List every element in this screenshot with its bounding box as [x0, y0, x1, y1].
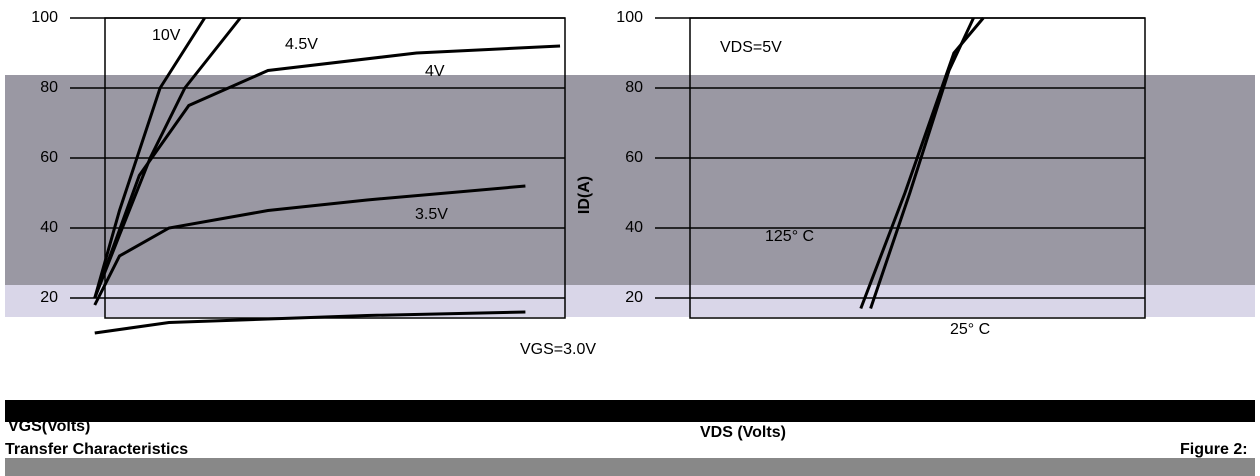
curve-label: 4V	[425, 63, 445, 80]
y-tick-label: 80	[40, 79, 58, 96]
y-axis-label: ID(A)	[576, 176, 593, 214]
y-tick-label: 100	[616, 9, 643, 26]
curve-label: VGS=3.0V	[520, 341, 596, 358]
dark-band	[5, 400, 1255, 422]
caption: Transfer Characteristics	[5, 441, 188, 458]
light-band	[5, 285, 1255, 317]
gray-band	[5, 75, 1255, 285]
y-tick-label: 20	[40, 289, 58, 306]
caption: Figure 2:	[1180, 441, 1248, 458]
y-tick-label: 40	[625, 219, 643, 236]
y-tick-label: 80	[625, 79, 643, 96]
y-tick-label: 60	[625, 149, 643, 166]
annotation: VDS=5V	[720, 39, 782, 56]
curve-label: 125° C	[765, 228, 814, 245]
y-tick-label: 60	[40, 149, 58, 166]
y-tick-label: 40	[40, 219, 58, 236]
y-tick-label: 100	[31, 9, 58, 26]
caption: VDS (Volts)	[700, 424, 786, 441]
curve-label: 4.5V	[285, 36, 318, 53]
y-tick-label: 20	[625, 289, 643, 306]
curve	[94, 310, 526, 335]
curve-label: 3.5V	[415, 206, 448, 223]
gray-footer	[5, 458, 1255, 476]
curve	[93, 44, 561, 299]
curve	[93, 184, 526, 306]
caption: VGS(Volts)	[8, 418, 90, 435]
curve-label: 25° C	[950, 321, 990, 338]
curve	[859, 17, 985, 310]
curve	[93, 17, 206, 299]
curve-label: 10V	[152, 27, 181, 44]
